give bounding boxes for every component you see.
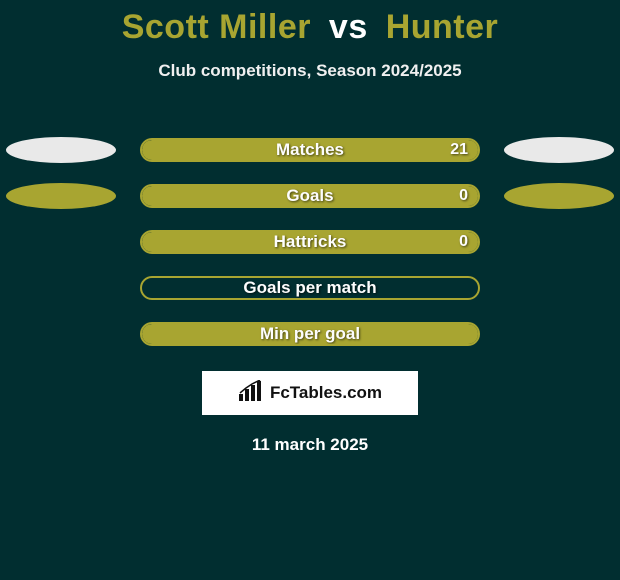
subtitle: Club competitions, Season 2024/2025 (0, 61, 620, 81)
comparison-chart: Matches 21 Goals 0 Hattricks 0 Goals per… (0, 127, 620, 357)
page-title: Scott Miller vs Hunter (0, 0, 620, 47)
bar-track: Goals per match (140, 276, 480, 300)
player1-marker-icon (6, 137, 116, 163)
stat-row: Min per goal (0, 311, 620, 357)
stat-row: Hattricks 0 (0, 219, 620, 265)
bar-fill (142, 324, 478, 344)
bar-value: 0 (459, 232, 468, 252)
bar-fill (142, 232, 478, 252)
bar-fill (142, 186, 478, 206)
bar-label: Goals per match (142, 278, 478, 298)
title-player2: Hunter (386, 8, 499, 46)
title-player1: Scott Miller (122, 8, 311, 46)
player1-marker-icon (6, 183, 116, 209)
player2-marker-icon (504, 183, 614, 209)
date-label: 11 march 2025 (0, 435, 620, 455)
stat-row: Matches 21 (0, 127, 620, 173)
bar-chart-icon (238, 380, 264, 407)
bar-track: Goals 0 (140, 184, 480, 208)
bar-fill (142, 140, 478, 160)
bar-track: Min per goal (140, 322, 480, 346)
bar-value: 0 (459, 186, 468, 206)
bar-track: Matches 21 (140, 138, 480, 162)
stat-row: Goals 0 (0, 173, 620, 219)
fctables-logo: FcTables.com (202, 371, 418, 415)
bar-value: 21 (450, 140, 468, 160)
logo-text: FcTables.com (270, 383, 382, 403)
player2-marker-icon (504, 137, 614, 163)
stat-row: Goals per match (0, 265, 620, 311)
bar-track: Hattricks 0 (140, 230, 480, 254)
title-vs: vs (329, 8, 368, 46)
